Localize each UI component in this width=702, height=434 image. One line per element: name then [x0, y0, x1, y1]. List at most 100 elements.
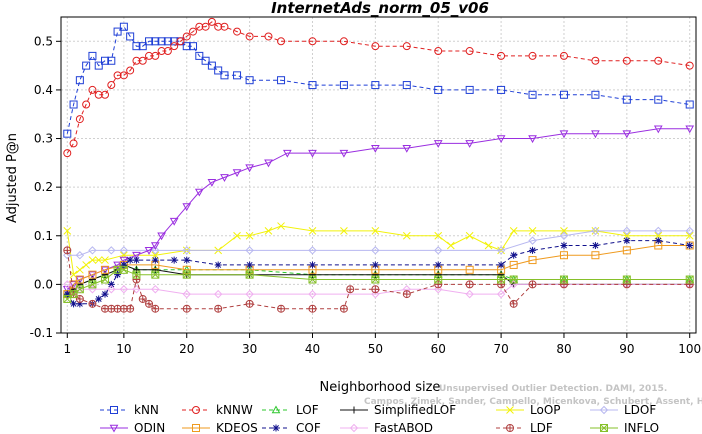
- data-point-cof: [591, 241, 599, 249]
- data-point-ldof: [591, 226, 600, 236]
- data-point-knn: [214, 66, 223, 75]
- data-point-ldf: [497, 280, 506, 289]
- data-point-ldf: [434, 280, 443, 289]
- data-point-inflo: [182, 270, 191, 279]
- data-point-ldof: [245, 246, 254, 255]
- data-point-odin: [264, 159, 273, 168]
- legend: kNN kNNW LOF SimplifiedLOF LoOP LDOF ODIN KDEOS…: [100, 403, 659, 434]
- data-point-odin: [402, 144, 412, 153]
- data-point-loop: [264, 227, 273, 235]
- data-point-knn: [308, 81, 317, 90]
- series-knn: [63, 22, 694, 138]
- data-point-inflo: [75, 285, 84, 294]
- y-tick-label: 0.2: [34, 180, 53, 194]
- data-point-odin: [622, 130, 632, 139]
- data-point-knnw: [277, 37, 286, 46]
- data-point-kdeos: [75, 275, 84, 284]
- data-point-cof: [308, 261, 316, 269]
- data-point-ldf: [88, 299, 97, 308]
- data-point-ldf: [528, 280, 537, 289]
- data-point-ldf: [308, 304, 317, 313]
- series-kdeos: [63, 241, 694, 299]
- x-tick-label: 80: [556, 342, 571, 356]
- legend-label-knnw: kNNW: [216, 403, 253, 417]
- x-axis-label: Neighborhood size: [320, 380, 441, 395]
- data-point-knnw: [339, 37, 348, 46]
- data-point-fastabod: [63, 280, 72, 289]
- data-point-ldof: [151, 246, 160, 255]
- legend-item-ldof: LDOF: [590, 403, 656, 417]
- data-point-knnw: [126, 66, 135, 75]
- data-point-ldof: [559, 231, 569, 240]
- data-point-loop: [528, 227, 537, 235]
- data-point-knn: [528, 90, 537, 99]
- x-tick-label: 60: [431, 342, 446, 356]
- data-point-cof: [170, 256, 178, 264]
- data-point-knn: [233, 71, 242, 80]
- data-point-ldf: [346, 285, 355, 294]
- data-point-knnw: [94, 90, 103, 99]
- legend-label-odin: ODIN: [134, 421, 165, 434]
- data-point-knn: [245, 76, 254, 85]
- data-point-ldof: [654, 226, 663, 236]
- data-point-inflo: [245, 270, 254, 279]
- data-point-knn: [371, 81, 380, 90]
- data-point-loop: [101, 256, 109, 264]
- data-point-knnw: [654, 56, 663, 65]
- legend-marker-loop: [506, 406, 514, 414]
- x-tick-label: 100: [678, 342, 701, 356]
- data-point-odin: [113, 261, 122, 270]
- data-point-loop: [371, 227, 380, 235]
- data-point-ldof: [685, 226, 694, 236]
- data-point-inflo: [371, 275, 380, 284]
- legend-item-simplifiedlof: SimplifiedLOF: [340, 403, 456, 417]
- data-point-ldf: [182, 304, 191, 313]
- data-point-cof: [101, 290, 109, 298]
- legend-item-ldf: LDF: [496, 421, 553, 434]
- data-point-loop: [685, 231, 694, 240]
- data-point-fastabod: [245, 289, 254, 299]
- data-point-loop: [245, 231, 254, 240]
- y-tick-label: 0.0: [34, 277, 53, 291]
- x-tick-label: 30: [242, 342, 257, 356]
- legend-item-loop: LoOP: [496, 403, 561, 417]
- data-point-knnw: [528, 51, 537, 60]
- data-point-knnw: [138, 56, 147, 65]
- data-point-odin: [371, 144, 380, 153]
- x-tick-label: 1: [63, 342, 71, 356]
- data-point-knn: [182, 42, 191, 51]
- y-tick-label: 0.5: [34, 34, 53, 48]
- data-point-ldof: [434, 246, 443, 255]
- data-point-cof: [120, 261, 128, 269]
- data-point-knn: [207, 61, 216, 70]
- data-point-odin: [465, 140, 475, 148]
- data-point-kdeos: [182, 265, 191, 274]
- series-ldof: [63, 226, 694, 260]
- data-point-inflo: [685, 275, 694, 284]
- data-point-odin: [150, 242, 160, 251]
- data-point-ldf: [371, 285, 380, 294]
- data-point-knnw: [308, 37, 317, 46]
- legend-label-simplifiedlof: SimplifiedLOF: [374, 403, 456, 417]
- data-point-knn: [88, 51, 97, 60]
- data-point-knnw: [497, 51, 506, 60]
- data-point-loop: [76, 265, 84, 274]
- data-point-knn: [75, 76, 84, 85]
- data-point-knn: [654, 95, 663, 104]
- legend-label-fastabod: FastABOD: [374, 421, 433, 434]
- data-point-knnw: [220, 22, 229, 31]
- data-point-loop: [509, 227, 518, 235]
- data-point-odin: [119, 256, 129, 265]
- watermark-line-2: Campos, Zimek, Sander, Campello, Micenko…: [364, 397, 702, 407]
- data-point-ldf: [214, 304, 223, 313]
- data-point-inflo: [88, 280, 97, 289]
- data-point-knnw: [101, 90, 110, 99]
- data-point-knnw: [75, 115, 84, 124]
- legend-item-fastabod: FastABOD: [340, 421, 433, 434]
- data-point-knnw: [88, 85, 97, 94]
- data-point-inflo: [119, 265, 128, 274]
- data-point-knnw: [245, 32, 254, 41]
- data-point-ldf: [151, 304, 160, 313]
- data-point-fastabod: [213, 289, 223, 299]
- data-point-odin: [75, 276, 85, 285]
